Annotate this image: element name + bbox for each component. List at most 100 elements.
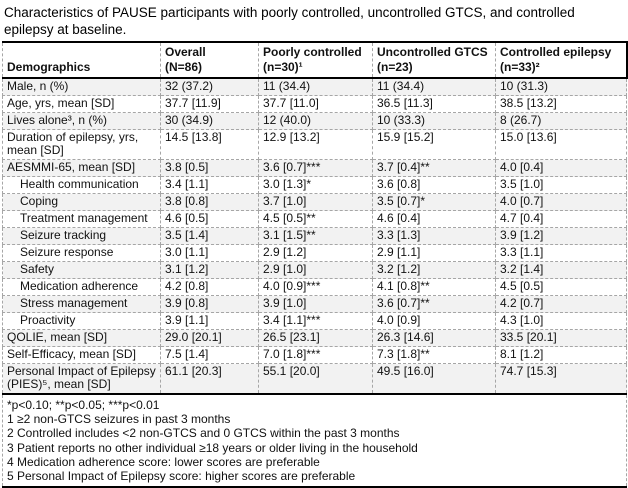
value-cell-uncontrolled-gtcs: 4.0 [0.9]: [372, 312, 496, 330]
value-cell-poorly-controlled: 26.5 [23.1]: [258, 329, 373, 347]
table-row: Seizure tracking 3.5 [1.4] 3.1 [1.5]** 3…: [2, 227, 627, 245]
value-cell-controlled-epilepsy: 8 (26.7): [495, 112, 627, 130]
value-cell-controlled-epilepsy: 10 (31.3): [495, 77, 627, 96]
column-header-line1: Uncontrolled GTCS: [377, 45, 488, 59]
value-cell-poorly-controlled: 3.9 [1.0]: [258, 295, 373, 313]
value-cell-overall: 3.9 [1.1]: [160, 312, 259, 330]
value-cell-uncontrolled-gtcs: 15.9 [15.2]: [372, 129, 496, 160]
column-header-poorly-controlled: Poorly controlled (n=30)¹: [258, 41, 373, 79]
row-label-cell: Safety: [2, 261, 161, 279]
row-label-cell: Lives alone³, n (%): [2, 112, 161, 130]
footnote-line-4: 4 Medication adherence score: lower scor…: [7, 454, 320, 469]
value-cell-overall: 37.7 [11.9]: [160, 95, 259, 113]
value-cell-uncontrolled-gtcs: 4.6 [0.4]: [372, 210, 496, 228]
table-row: QOLIE, mean [SD] 29.0 [20.1] 26.5 [23.1]…: [2, 329, 627, 347]
table-row: Duration of epilepsy, yrs, mean [SD] 14.…: [2, 129, 627, 160]
value-cell-poorly-controlled: 3.7 [1.0]: [258, 193, 373, 211]
footnote-line-1: 1 ≥2 non-GTCS seizures in past 3 months: [7, 412, 231, 427]
value-cell-overall: 14.5 [13.8]: [160, 129, 259, 160]
value-cell-poorly-controlled: 12.9 [13.2]: [258, 129, 373, 160]
row-label-cell: AESMMI-65, mean [SD]: [2, 159, 161, 177]
value-cell-poorly-controlled: 11 (34.4): [258, 77, 373, 96]
value-cell-overall: 32 (37.2): [160, 77, 259, 96]
value-cell-controlled-epilepsy: 38.5 [13.2]: [495, 95, 627, 113]
value-cell-uncontrolled-gtcs: 3.6 [0.8]: [372, 176, 496, 194]
header-row: Demographics Overall (N=86) Poorly contr…: [2, 41, 628, 79]
table-body: Male, n (%) 32 (37.2) 11 (34.4) 11 (34.4…: [2, 77, 627, 395]
value-cell-controlled-epilepsy: 3.5 [1.0]: [495, 176, 627, 194]
column-header-line2: (N=86): [165, 60, 203, 74]
value-cell-poorly-controlled: 3.1 [1.5]**: [258, 227, 373, 245]
value-cell-poorly-controlled: 2.9 [1.0]: [258, 261, 373, 279]
footnote-line-5: 5 Personal Impact of Epilepsy score: hig…: [7, 469, 356, 484]
value-cell-controlled-epilepsy: 4.0 [0.7]: [495, 193, 627, 211]
row-label-cell: Treatment management: [2, 210, 161, 228]
value-cell-poorly-controlled: 2.9 [1.2]: [258, 244, 373, 262]
table-row: Coping 3.8 [0.8] 3.7 [1.0] 3.5 [0.7]* 4.…: [2, 193, 627, 211]
table-row: Medication adherence 4.2 [0.8] 4.0 [0.9]…: [2, 278, 627, 296]
value-cell-controlled-epilepsy: 3.2 [1.4]: [495, 261, 627, 279]
table-footer: *p<0.10; **p<0.05; ***p<0.01 1 ≥2 non-GT…: [2, 392, 627, 488]
footnote-line-3: 3 Patient reports no other individual ≥1…: [7, 440, 418, 455]
value-cell-uncontrolled-gtcs: 11 (34.4): [372, 77, 496, 96]
table-title: Characteristics of PAUSE participants wi…: [4, 5, 575, 37]
footnote-line-2: 2 Controlled includes <2 non-GTCS and 0 …: [7, 426, 400, 441]
row-label-cell: QOLIE, mean [SD]: [2, 329, 161, 347]
value-cell-poorly-controlled: 3.0 [1.3]*: [258, 176, 373, 194]
table-row: Seizure response 3.0 [1.1] 2.9 [1.2] 2.9…: [2, 244, 627, 262]
value-cell-overall: 4.2 [0.8]: [160, 278, 259, 296]
value-cell-uncontrolled-gtcs: 3.3 [1.3]: [372, 227, 496, 245]
column-header-line1: Overall: [165, 45, 206, 59]
table-row: AESMMI-65, mean [SD] 3.8 [0.5] 3.6 [0.7]…: [2, 159, 627, 177]
table-row: Treatment management 4.6 [0.5] 4.5 [0.5]…: [2, 210, 627, 228]
value-cell-uncontrolled-gtcs: 3.5 [0.7]*: [372, 193, 496, 211]
table-header: Demographics Overall (N=86) Poorly contr…: [2, 41, 628, 79]
value-cell-poorly-controlled: 37.7 [11.0]: [258, 95, 373, 113]
column-header-controlled-epilepsy: Controlled epilepsy (n=33)²: [495, 41, 628, 79]
table-row: Personal Impact of Epilepsy (PIES)⁵, mea…: [2, 363, 627, 395]
characteristics-table: Demographics Overall (N=86) Poorly contr…: [2, 41, 628, 488]
value-cell-controlled-epilepsy: 33.5 [20.1]: [495, 329, 627, 347]
value-cell-controlled-epilepsy: 3.9 [1.2]: [495, 227, 627, 245]
value-cell-controlled-epilepsy: 3.3 [1.1]: [495, 244, 627, 262]
value-cell-controlled-epilepsy: 4.5 [0.5]: [495, 278, 627, 296]
footnote-row: *p<0.10; **p<0.05; ***p<0.01 1 ≥2 non-GT…: [2, 392, 627, 488]
value-cell-controlled-epilepsy: 4.7 [0.4]: [495, 210, 627, 228]
value-cell-controlled-epilepsy: 15.0 [13.6]: [495, 129, 627, 160]
value-cell-poorly-controlled: 3.4 [1.1]***: [258, 312, 373, 330]
column-header-uncontrolled-gtcs: Uncontrolled GTCS (n=23): [372, 41, 496, 79]
value-cell-controlled-epilepsy: 4.3 [1.0]: [495, 312, 627, 330]
value-cell-overall: 3.4 [1.1]: [160, 176, 259, 194]
table-row: Proactivity 3.9 [1.1] 3.4 [1.1]*** 4.0 […: [2, 312, 627, 330]
value-cell-uncontrolled-gtcs: 4.1 [0.8]**: [372, 278, 496, 296]
table-row: Male, n (%) 32 (37.2) 11 (34.4) 11 (34.4…: [2, 77, 627, 96]
table-row: Safety 3.1 [1.2] 2.9 [1.0] 3.2 [1.2] 3.2…: [2, 261, 627, 279]
table-row: Stress management 3.9 [0.8] 3.9 [1.0] 3.…: [2, 295, 627, 313]
row-label-cell: Medication adherence: [2, 278, 161, 296]
table-row: Health communication 3.4 [1.1] 3.0 [1.3]…: [2, 176, 627, 194]
row-label-cell: Coping: [2, 193, 161, 211]
value-cell-controlled-epilepsy: 74.7 [15.3]: [495, 363, 627, 395]
footnote-line-significance: *p<0.10; **p<0.05; ***p<0.01: [7, 398, 160, 412]
value-cell-poorly-controlled: 55.1 [20.0]: [258, 363, 373, 395]
value-cell-uncontrolled-gtcs: 36.5 [11.3]: [372, 95, 496, 113]
row-label-cell: Self-Efficacy, mean [SD]: [2, 346, 161, 364]
row-label-cell: Personal Impact of Epilepsy (PIES)⁵, mea…: [2, 363, 161, 395]
value-cell-uncontrolled-gtcs: 3.6 [0.7]**: [372, 295, 496, 313]
value-cell-overall: 30 (34.9): [160, 112, 259, 130]
value-cell-overall: 7.5 [1.4]: [160, 346, 259, 364]
value-cell-controlled-epilepsy: 4.0 [0.4]: [495, 159, 627, 177]
column-header-line2: (n=23): [377, 60, 413, 74]
value-cell-uncontrolled-gtcs: 49.5 [16.0]: [372, 363, 496, 395]
value-cell-controlled-epilepsy: 4.2 [0.7]: [495, 295, 627, 313]
column-header-line1: Poorly controlled: [263, 45, 362, 59]
value-cell-uncontrolled-gtcs: 26.3 [14.6]: [372, 329, 496, 347]
value-cell-uncontrolled-gtcs: 2.9 [1.1]: [372, 244, 496, 262]
row-label-cell: Duration of epilepsy, yrs, mean [SD]: [2, 129, 161, 160]
value-cell-overall: 4.6 [0.5]: [160, 210, 259, 228]
value-cell-overall: 3.0 [1.1]: [160, 244, 259, 262]
value-cell-overall: 3.9 [0.8]: [160, 295, 259, 313]
value-cell-poorly-controlled: 12 (40.0): [258, 112, 373, 130]
row-label-cell: Age, yrs, mean [SD]: [2, 95, 161, 113]
column-header-overall: Overall (N=86): [160, 41, 259, 79]
